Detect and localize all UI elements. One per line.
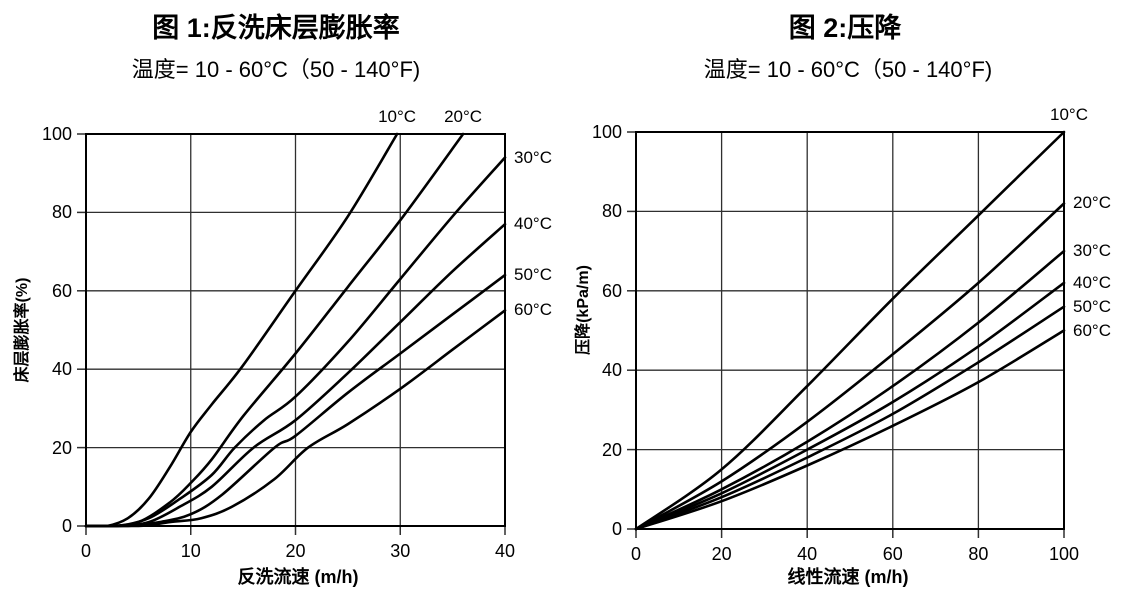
curve-20°C: [634, 202, 1066, 531]
fig2-y-axis-label: 压降(kPa/m): [575, 265, 592, 355]
series-label: 40°C: [514, 214, 552, 234]
series-label: 30°C: [1073, 241, 1111, 261]
curve-20°C: [84, 132, 465, 528]
series-label: 20°C: [1073, 193, 1111, 213]
plot-border: [85, 133, 506, 527]
series-label: 10°C: [378, 107, 417, 126]
curve-50°C: [84, 273, 507, 528]
curve-60°C: [634, 329, 1066, 531]
curve-50°C: [634, 305, 1066, 531]
x-tick-label: 80: [968, 544, 989, 564]
y-tick-label: 100: [41, 124, 72, 144]
fig1-x-axis-label: 反洗流速 (m/h): [237, 567, 359, 587]
y-tick-label: 40: [51, 359, 72, 380]
y-tick-label: 0: [611, 519, 622, 539]
y-tick-label: 80: [601, 201, 622, 222]
x-tick-label: 20: [285, 541, 306, 561]
series-label: 20°C: [444, 107, 483, 126]
series-label: 10°C: [1050, 105, 1088, 124]
x-tick-label: 20: [711, 544, 732, 564]
curve-60°C: [84, 309, 507, 528]
y-tick-label: 20: [601, 439, 622, 460]
y-tick-label: 80: [51, 202, 72, 223]
y-tick-label: 20: [51, 437, 72, 458]
curve-40°C: [634, 281, 1066, 531]
x-tick-label: 30: [390, 541, 411, 561]
fig1-subtitle: 温度= 10 - 60°C（50 - 140°F): [131, 57, 421, 82]
x-tick-label: 10: [180, 541, 201, 561]
series-label: 50°C: [514, 265, 552, 285]
curve-10°C: [634, 130, 1066, 531]
x-tick-label: 40: [494, 541, 516, 561]
series-label: 60°C: [1073, 320, 1111, 340]
fig2-title: 图 2:压降: [788, 13, 902, 43]
fig2-subtitle: 温度= 10 - 60°C（50 - 140°F): [703, 57, 993, 82]
series-label: 30°C: [514, 147, 552, 167]
curve-30°C: [84, 156, 507, 528]
plot-border: [635, 131, 1065, 530]
x-tick-label: 0: [630, 544, 642, 564]
y-tick-label: 100: [591, 122, 622, 142]
x-tick-label: 0: [80, 541, 92, 561]
curve-10°C: [84, 132, 399, 528]
y-tick-label: 60: [51, 280, 72, 301]
series-label: 50°C: [1073, 296, 1111, 316]
x-tick-label: 60: [882, 544, 903, 564]
series-label: 60°C: [514, 300, 552, 320]
series-label: 40°C: [1073, 272, 1111, 292]
y-tick-label: 60: [601, 280, 622, 301]
fig2-x-axis-label: 线性流速 (m/h): [787, 567, 909, 587]
x-tick-label: 100: [1048, 544, 1080, 564]
fig1-title: 图 1:反洗床层膨胀率: [152, 13, 400, 43]
x-tick-label: 40: [797, 544, 818, 564]
y-tick-label: 0: [61, 516, 72, 536]
y-tick-label: 40: [601, 360, 622, 381]
curve-30°C: [634, 249, 1066, 531]
